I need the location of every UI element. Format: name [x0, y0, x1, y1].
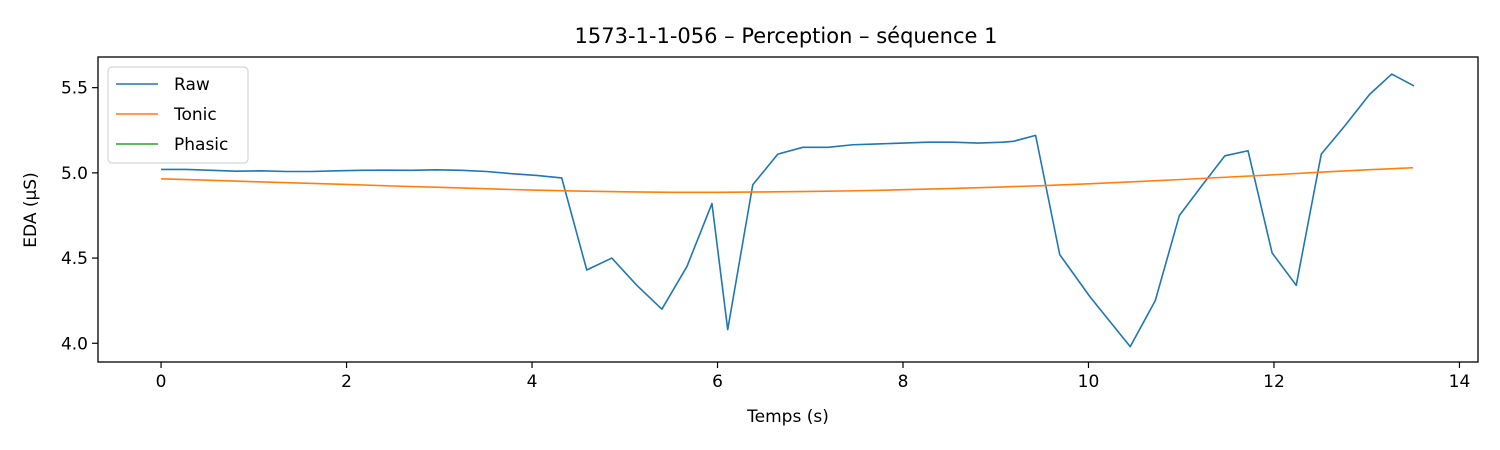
plot-frame [97, 56, 1479, 363]
x-tick-label: 10 [1078, 372, 1100, 392]
y-tick-label: 4.5 [61, 249, 88, 269]
x-tick-label: 6 [712, 372, 723, 392]
x-tick-label: 12 [1263, 372, 1285, 392]
y-tick-label: 4.0 [61, 334, 88, 354]
y-axis: 4.0 4.5 5.0 5.5 [61, 79, 98, 354]
legend-label-phasic: Phasic [174, 135, 228, 155]
x-tick-label: 14 [1449, 372, 1471, 392]
x-tick-label: 8 [898, 372, 909, 392]
x-tick-label: 4 [527, 372, 538, 392]
plot-area [161, 73, 1415, 348]
legend-label-raw: Raw [174, 75, 210, 95]
legend: Raw Tonic Phasic [107, 66, 249, 164]
legend-label-tonic: Tonic [173, 105, 217, 125]
x-axis-label: Temps (s) [746, 407, 829, 427]
y-axis-label: EDA (µS) [21, 172, 41, 247]
series-line-tonic [161, 166, 1414, 194]
x-tick-label: 2 [341, 372, 352, 392]
y-tick-label: 5.0 [61, 164, 88, 184]
chart-title: 1573-1-1-056 – Perception – séquence 1 [575, 24, 998, 48]
legend-box [107, 66, 249, 164]
y-tick-label: 5.5 [61, 79, 88, 99]
series-line-raw [161, 73, 1415, 348]
x-tick-label: 0 [156, 372, 167, 392]
x-axis: 0 2 4 6 8 10 12 14 [156, 362, 1471, 392]
